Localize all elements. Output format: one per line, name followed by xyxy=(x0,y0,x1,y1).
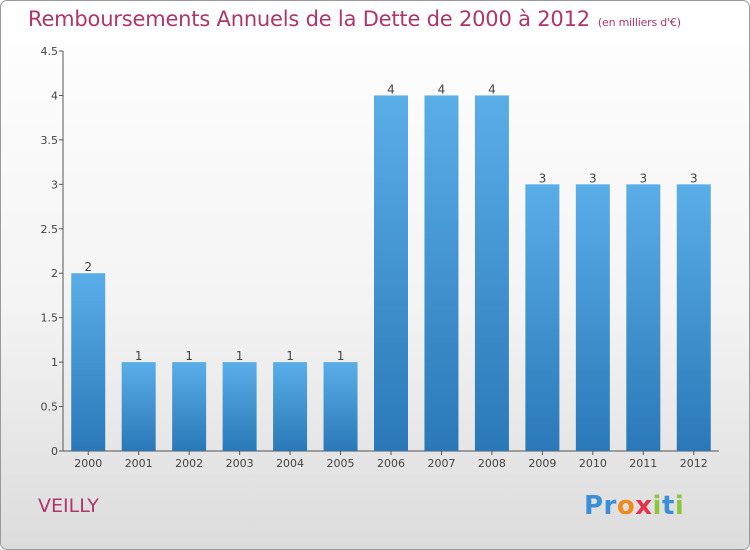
commune-name: VEILLY xyxy=(38,495,99,517)
data-label: 4 xyxy=(387,82,395,96)
x-tick-label: 2006 xyxy=(377,457,405,470)
y-tick-label: 0.5 xyxy=(41,401,59,414)
x-tick-label: 2003 xyxy=(226,457,254,470)
y-tick-label: 4.5 xyxy=(41,45,59,58)
y-tick-label: 4 xyxy=(51,89,58,102)
bar xyxy=(626,184,661,452)
chart-title: Remboursements Annuels de la Dette de 20… xyxy=(28,7,681,31)
bar xyxy=(121,362,156,451)
axes: 0 0.5 1 1.5 2 2.5 3 3.5 4 4.5 2000 2001 2002 2003 2004… xyxy=(41,45,719,470)
data-label: 3 xyxy=(690,171,698,185)
x-tick-label: 2011 xyxy=(629,457,657,470)
data-label: 1 xyxy=(337,349,345,363)
x-tick-label: 2007 xyxy=(427,457,455,470)
y-tick-label: 1.5 xyxy=(41,312,59,325)
data-label: 1 xyxy=(236,349,244,363)
x-tick-label: 2008 xyxy=(478,457,506,470)
bar xyxy=(525,184,560,452)
bar xyxy=(676,184,711,452)
data-label: 4 xyxy=(488,82,496,96)
x-tick-label: 2002 xyxy=(175,457,203,470)
bar xyxy=(222,362,257,451)
x-tick-label: 2005 xyxy=(327,457,355,470)
y-tick-label: 2.5 xyxy=(41,223,59,236)
bar xyxy=(374,95,408,451)
data-label: 4 xyxy=(438,82,446,96)
proxiti-logo: Proxiti xyxy=(584,491,685,521)
unit-note: (en milliers d'€) xyxy=(597,16,681,29)
x-tick-label: 2000 xyxy=(74,457,102,470)
bar xyxy=(273,362,308,451)
x-tick-label: 2004 xyxy=(276,457,304,470)
bar xyxy=(424,95,459,451)
bar xyxy=(474,95,509,451)
data-label: 3 xyxy=(589,171,597,185)
x-tick-label: 2009 xyxy=(528,457,556,470)
y-tick-label: 3.5 xyxy=(41,134,59,147)
y-tick-label: 2 xyxy=(51,267,58,280)
data-label: 1 xyxy=(286,349,294,363)
data-label: 3 xyxy=(539,171,547,185)
bar xyxy=(71,273,106,451)
x-tick-label: 2012 xyxy=(680,457,708,470)
y-tick-label: 3 xyxy=(51,178,58,191)
x-tick-label: 2001 xyxy=(125,457,153,470)
y-tick-label: 1 xyxy=(51,356,58,369)
y-tick-label: 0 xyxy=(51,445,58,458)
data-label: 1 xyxy=(185,349,193,363)
chart-title-text: Remboursements Annuels de la Dette de 20… xyxy=(28,7,590,31)
data-label: 1 xyxy=(135,349,143,363)
bar xyxy=(323,362,358,451)
x-tick-label: 2010 xyxy=(579,457,607,470)
data-label: 2 xyxy=(84,260,92,274)
data-label: 3 xyxy=(639,171,647,185)
bar xyxy=(172,362,207,451)
bar xyxy=(575,184,610,452)
bars: 2 1 1 1 1 1 4 4 4 3 3 3 3 xyxy=(71,82,711,452)
